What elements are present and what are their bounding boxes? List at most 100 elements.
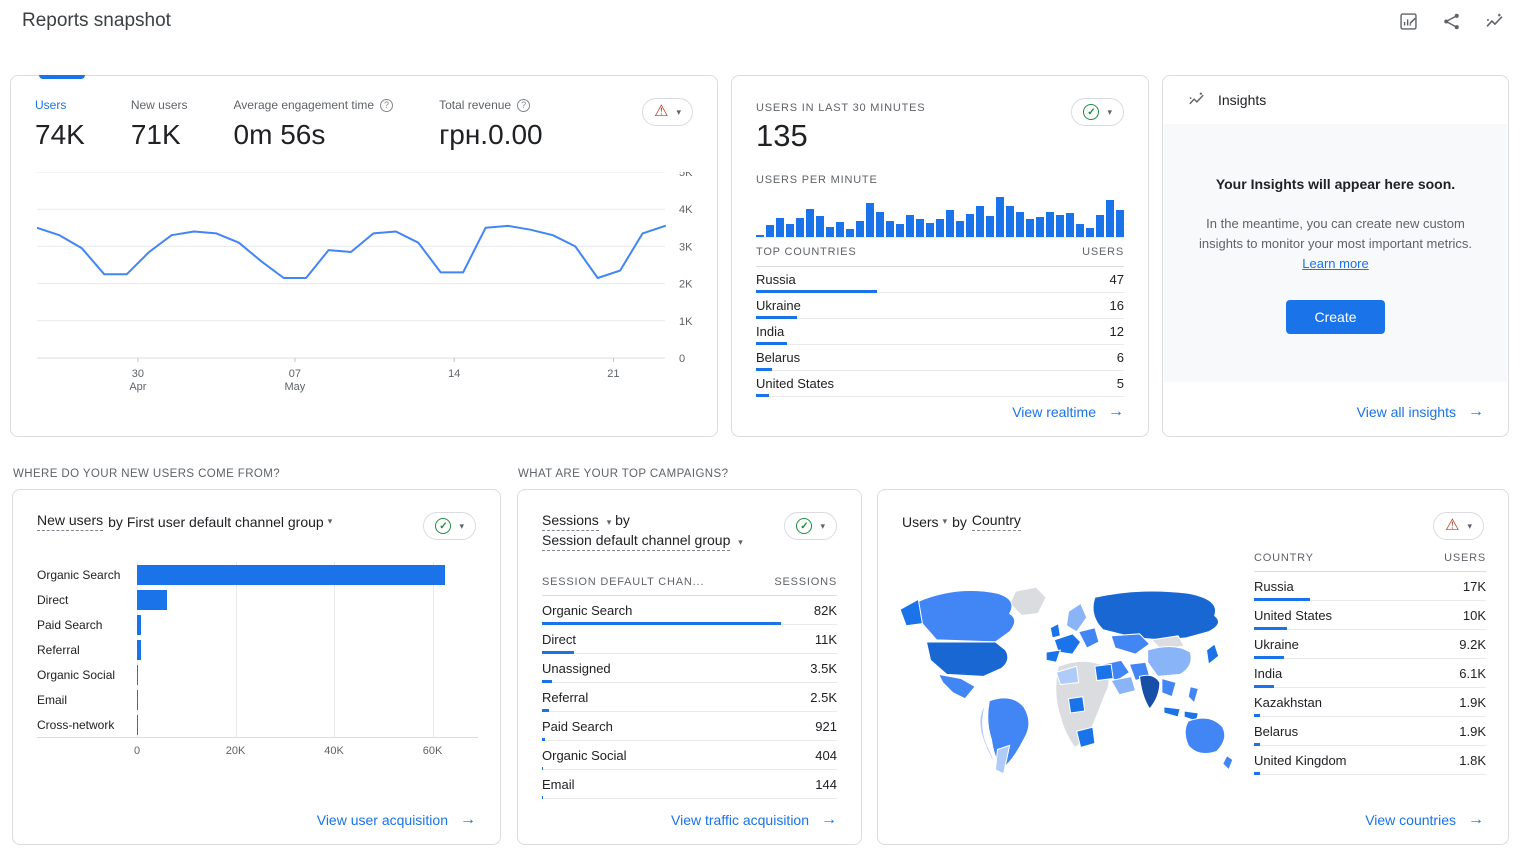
share-icon[interactable] <box>1441 11 1462 32</box>
metric-tab-average-engagement-time[interactable]: Average engagement time? 0m 56s <box>234 98 394 151</box>
table-row[interactable]: India 6.1K <box>1254 659 1486 688</box>
customize-report-icon[interactable] <box>1398 11 1419 32</box>
country-row[interactable]: Russia 47 <box>756 267 1124 293</box>
metric-value: 0m 56s <box>233 119 326 150</box>
view-user-acquisition-link[interactable]: View user acquisition → <box>316 811 476 828</box>
country-row[interactable]: United States 5 <box>756 371 1124 397</box>
row-bar <box>542 738 545 741</box>
minute-bar <box>836 221 844 237</box>
table-header: SESSION DEFAULT CHAN... SESSIONS <box>542 576 837 596</box>
arrow-right-icon: → <box>1108 403 1124 420</box>
bar[interactable] <box>137 689 138 710</box>
section-title-new-users: WHERE DO YOUR NEW USERS COME FROM? <box>13 468 281 480</box>
table-row[interactable]: Paid Search 921 <box>542 712 837 741</box>
bar[interactable] <box>137 614 142 635</box>
table-row[interactable]: Referral 2.5K <box>542 683 837 712</box>
row-label: Paid Search <box>542 718 613 734</box>
data-quality-chip[interactable]: ⚠ ▾ <box>642 98 693 126</box>
help-icon[interactable]: ? <box>380 98 394 112</box>
svg-text:2K: 2K <box>679 279 693 291</box>
bar[interactable] <box>137 589 167 610</box>
table-row[interactable]: United Kingdom 1.8K <box>1254 746 1486 775</box>
minute-bar <box>816 216 824 237</box>
world-map[interactable] <box>896 578 1241 785</box>
view-countries-link[interactable]: View countries → <box>1365 811 1484 828</box>
country-name: Ukraine <box>756 298 801 313</box>
minute-bar <box>956 220 964 237</box>
insights-header: Insights <box>1163 76 1508 123</box>
view-traffic-acquisition-link[interactable]: View traffic acquisition → <box>671 811 837 828</box>
metric-tabs: Users 74K New users 71K Average engagement t… <box>11 76 717 151</box>
table-row[interactable]: Ukraine 9.2K <box>1254 630 1486 659</box>
minute-bar <box>766 225 774 237</box>
minute-bar <box>926 222 934 237</box>
row-label: Kazakhstan <box>1254 694 1322 710</box>
row-label: Referral <box>542 689 589 705</box>
data-quality-chip[interactable]: ✓ ▾ <box>784 512 837 540</box>
country-users: 47 <box>1109 272 1124 287</box>
row-value: 1.8K <box>1459 752 1486 768</box>
users-trend-chart[interactable]: 5K 4K 3K 2K 1K 0 30 Apr 07 May 14 21 <box>36 167 713 407</box>
create-insight-button[interactable]: Create <box>1286 300 1385 335</box>
dimension-selector[interactable]: Session default channel group <box>542 532 731 552</box>
users-header: USERS <box>1082 246 1124 258</box>
metric-selector[interactable]: New users <box>37 512 104 531</box>
data-quality-chip[interactable]: ✓ ▾ <box>423 512 476 540</box>
svg-text:30: 30 <box>132 368 144 380</box>
table-row[interactable]: Direct 11K <box>542 625 837 654</box>
minute-bar <box>916 219 924 237</box>
new-users-bar-chart[interactable]: Organic Search Direct Paid Search Referral O… <box>37 562 478 757</box>
help-icon[interactable]: ? <box>517 98 531 112</box>
bar-row: Referral <box>37 637 478 662</box>
data-quality-chip[interactable]: ✓ ▾ <box>1071 98 1124 126</box>
users-per-minute-chart[interactable] <box>756 192 1124 238</box>
row-value: 10K <box>1462 607 1486 623</box>
metric-selector[interactable]: Sessions <box>542 512 599 531</box>
chevron-down-icon[interactable]: ▾ <box>942 516 948 526</box>
bar[interactable] <box>137 714 138 735</box>
row-bar <box>1254 598 1310 601</box>
dimension-selector[interactable]: Country <box>971 512 1021 531</box>
bar[interactable] <box>137 639 142 660</box>
country-row[interactable]: Ukraine 16 <box>756 293 1124 319</box>
insights-title: Insights <box>1218 91 1267 108</box>
chevron-down-icon[interactable]: ▾ <box>327 516 333 526</box>
bar-row: Organic Social <box>37 662 478 687</box>
learn-more-link[interactable]: Learn more <box>1302 256 1369 272</box>
metric-tab-new-users[interactable]: New users 71K <box>131 98 188 151</box>
metric-tab-users[interactable]: Users 74K <box>35 98 85 151</box>
table-row[interactable]: Email 144 <box>542 770 837 799</box>
bar-row: Email <box>37 687 478 712</box>
arrow-right-icon: → <box>460 811 476 828</box>
metric-tab-total-revenue[interactable]: Total revenue? грн.0.00 <box>439 98 543 151</box>
table-row[interactable]: Russia 17K <box>1254 572 1486 601</box>
country-row[interactable]: Belarus 6 <box>756 345 1124 371</box>
minute-bar <box>986 216 994 237</box>
table-row[interactable]: Organic Search 82K <box>542 596 837 625</box>
insights-icon[interactable] <box>1484 11 1505 32</box>
bar[interactable] <box>137 664 139 685</box>
table-row[interactable]: Belarus 1.9K <box>1254 717 1486 746</box>
table-row[interactable]: Unassigned 3.5K <box>542 654 837 683</box>
row-bar <box>542 651 575 654</box>
row-bar <box>1254 627 1287 630</box>
check-circle-icon: ✓ <box>796 518 813 534</box>
row-value: 1.9K <box>1459 723 1486 739</box>
metric-selector[interactable]: Users <box>902 513 939 530</box>
check-circle-icon: ✓ <box>435 518 452 534</box>
data-quality-chip[interactable]: ⚠ ▾ <box>1433 512 1484 540</box>
chevron-down-icon[interactable]: ▾ <box>738 537 743 548</box>
arrow-right-icon: → <box>821 811 837 828</box>
chevron-down-icon[interactable]: ▾ <box>606 517 612 527</box>
table-row[interactable]: Kazakhstan 1.9K <box>1254 688 1486 717</box>
bar[interactable] <box>137 564 445 585</box>
view-all-insights-link[interactable]: View all insights → <box>1356 403 1484 420</box>
view-realtime-link[interactable]: View realtime → <box>1012 403 1124 420</box>
minute-bar <box>1026 219 1034 237</box>
metric-value: 74K <box>35 119 85 150</box>
table-row[interactable]: Organic Social 404 <box>542 741 837 770</box>
row-value: 3.5K <box>810 660 837 676</box>
users-by-country-card: Users ▾ by Country ⚠ ▾ <box>877 489 1509 845</box>
table-row[interactable]: United States 10K <box>1254 601 1486 630</box>
country-row[interactable]: India 12 <box>756 319 1124 345</box>
